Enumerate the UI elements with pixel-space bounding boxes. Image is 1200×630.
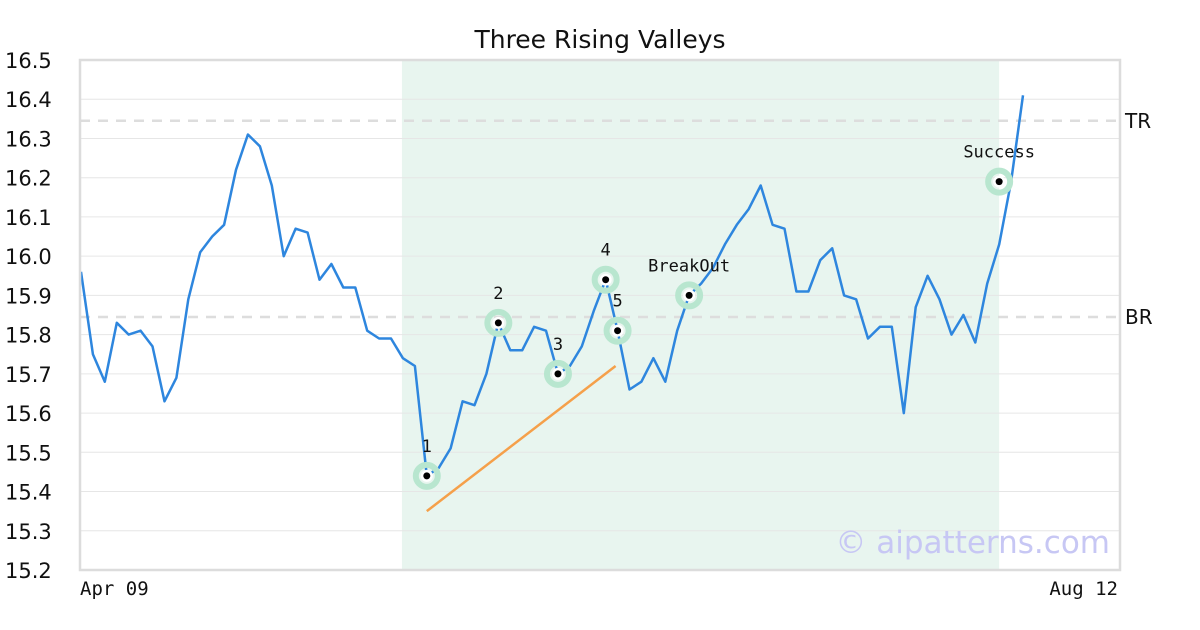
y-tick-label: 15.6 [5, 402, 52, 426]
point-marker-dot [995, 178, 1003, 186]
chart-title: Three Rising Valleys [473, 25, 725, 54]
y-tick-label: 16.1 [5, 206, 52, 230]
x-axis-ticks: Apr 09 Aug 12 [80, 578, 1118, 600]
y-tick-label: 15.3 [5, 520, 52, 544]
point-marker-ring [591, 265, 620, 294]
price-line [79, 95, 1025, 478]
point-marker-dot [614, 327, 622, 335]
point-label: 1 [422, 437, 432, 457]
level-label: BR [1125, 305, 1153, 329]
y-tick-label: 15.7 [5, 363, 52, 387]
point-label: Success [963, 143, 1035, 163]
point-marker-ring [412, 461, 441, 490]
point-marker-dot [494, 319, 502, 327]
point-label: BreakOut [648, 256, 730, 276]
y-tick-label: 15.2 [5, 559, 52, 583]
point-label: 4 [601, 241, 611, 261]
y-tick-label: 16.3 [5, 127, 52, 151]
y-tick-label: 16.4 [5, 88, 52, 112]
point-marker-ring [543, 359, 572, 388]
y-tick-label: 15.9 [5, 284, 52, 308]
point-marker-dot [554, 370, 562, 378]
point-marker-ring [484, 308, 513, 337]
point-marker-ring [603, 316, 632, 345]
level-label: TR [1124, 109, 1151, 133]
point-label: 5 [612, 292, 622, 312]
y-tick-label: 16.5 [5, 49, 52, 73]
pattern-points: 1 2 3 4 5 BreakOut Success [412, 143, 1035, 490]
y-tick-label: 15.5 [5, 441, 52, 465]
point-marker-ring [675, 281, 704, 310]
x-tick-label: Apr 09 [80, 578, 149, 600]
y-axis-ticks: 15.2 15.3 15.4 15.5 15.6 15.7 15.8 15.9 16.0 16.1… [5, 49, 52, 583]
plot-frame [78, 58, 1122, 572]
x-tick-label: Aug 12 [1049, 578, 1118, 600]
point-marker-ring [985, 167, 1014, 196]
point-marker-dot [602, 276, 610, 284]
point-marker-dot [423, 472, 431, 480]
point-label: 3 [553, 335, 563, 355]
watermark: © aipatterns.com [835, 525, 1110, 561]
valley-trendline [426, 365, 617, 513]
y-tick-label: 16.0 [5, 245, 52, 269]
y-tick-label: 15.8 [5, 324, 52, 348]
point-marker-dot [685, 291, 693, 299]
y-tick-label: 15.4 [5, 481, 52, 505]
y-tick-label: 16.2 [5, 167, 52, 191]
point-label: 2 [493, 284, 503, 304]
